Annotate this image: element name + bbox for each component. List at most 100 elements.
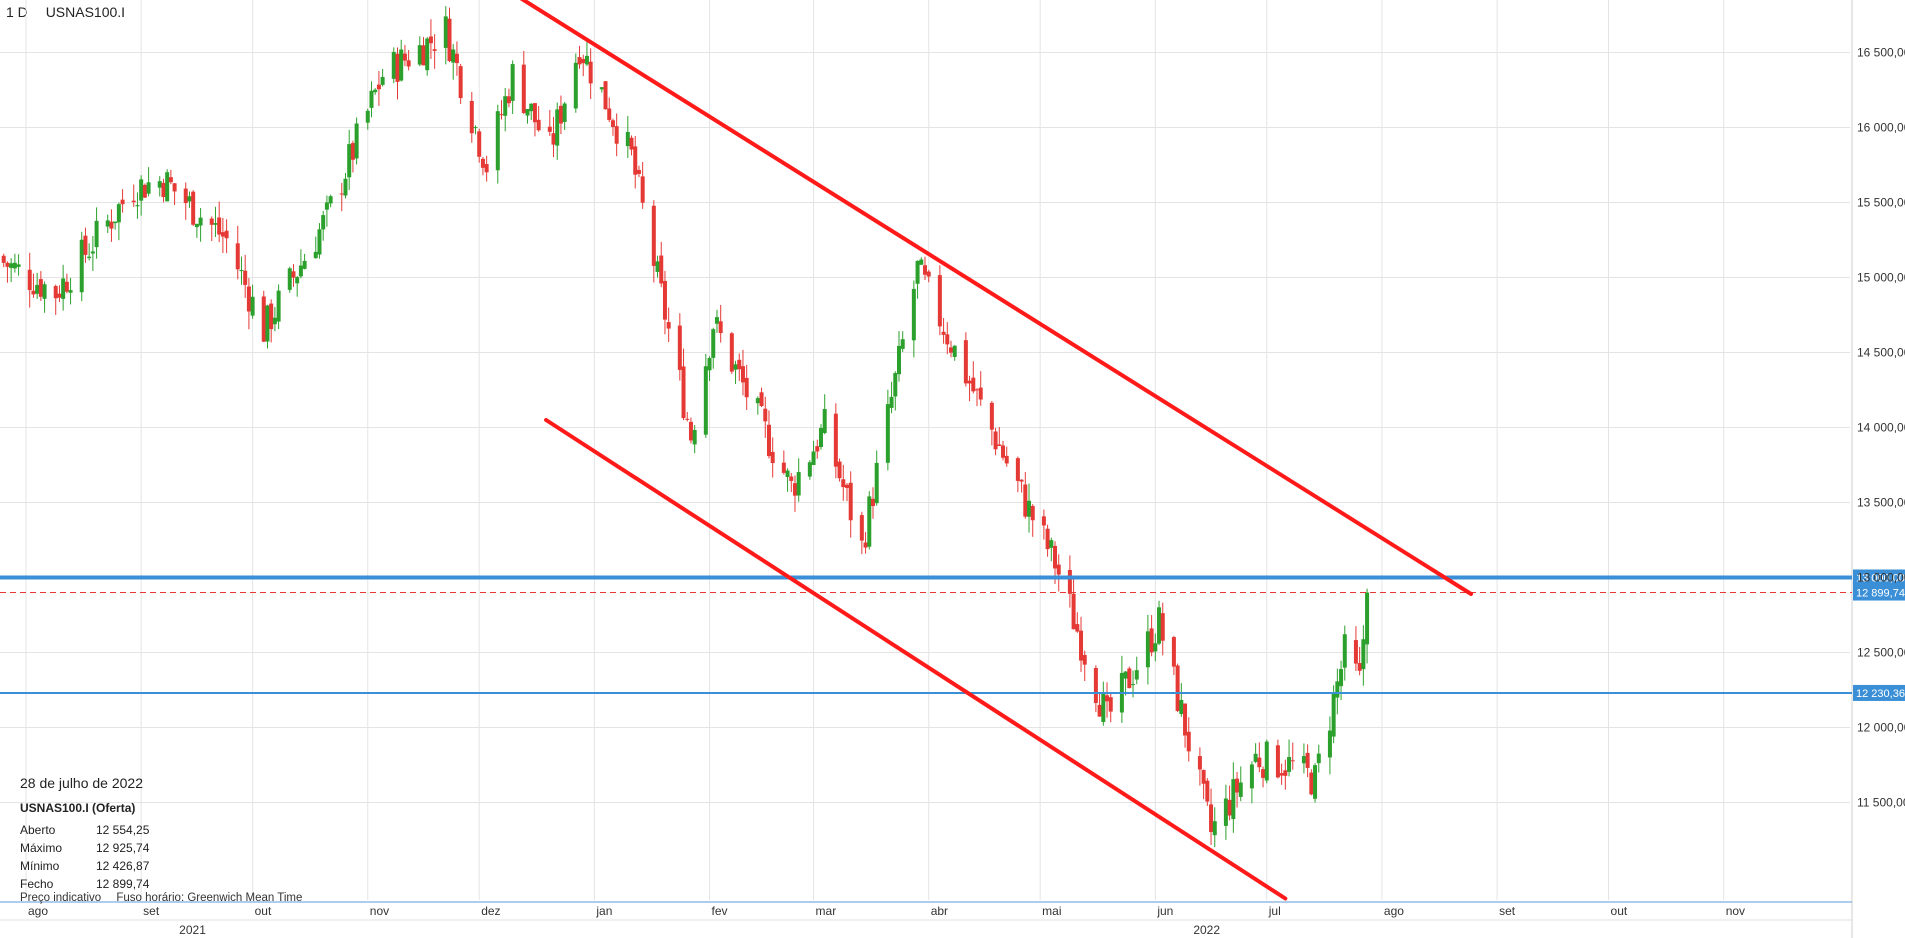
grid xyxy=(0,0,1850,900)
x-tick-label: out xyxy=(1611,904,1628,918)
candle-body xyxy=(685,418,690,420)
candle-body xyxy=(272,317,277,325)
candle-body xyxy=(1365,592,1370,645)
candle-body xyxy=(12,262,17,269)
x-year-label: 2022 xyxy=(1193,923,1220,937)
candle-body xyxy=(246,286,251,312)
candle-body xyxy=(194,223,199,228)
candle-body xyxy=(555,109,560,146)
candle-body xyxy=(1305,752,1310,768)
candle-body xyxy=(302,260,307,269)
candle-body xyxy=(923,265,927,275)
chart-header: 1 D USNAS100.I xyxy=(6,4,139,20)
y-tick-label: 14 000,00 xyxy=(1857,421,1905,435)
candle-body xyxy=(480,158,485,168)
candle-body xyxy=(1171,637,1176,667)
candle-body xyxy=(822,409,827,434)
y-tick-label: 16 000,00 xyxy=(1857,121,1905,135)
candle-body xyxy=(373,89,378,93)
candle-body xyxy=(443,16,448,48)
candle-body xyxy=(1290,760,1295,762)
candle-body xyxy=(577,57,582,65)
candle-body xyxy=(789,476,794,481)
candle-body xyxy=(1056,564,1061,575)
candle-body xyxy=(900,339,905,349)
candle-body xyxy=(365,110,370,123)
interval-label[interactable]: 1 D xyxy=(6,4,28,20)
candle-body xyxy=(677,325,682,370)
candle-body xyxy=(451,49,456,63)
candle-body xyxy=(83,235,88,255)
candle-body xyxy=(1309,772,1314,795)
candle-body xyxy=(27,269,32,291)
candle-body xyxy=(328,196,333,204)
candle-body xyxy=(1331,693,1336,737)
candle-body xyxy=(867,496,872,547)
candle-body xyxy=(432,49,437,51)
candle-body xyxy=(350,143,355,160)
candle-body xyxy=(662,280,667,320)
info-row-open: Aberto 12 554,25 xyxy=(20,821,149,839)
candle-body xyxy=(1071,593,1076,630)
candle-body xyxy=(1134,670,1139,680)
candle-body xyxy=(317,229,322,255)
candle-body xyxy=(989,402,994,430)
candle-body xyxy=(1149,628,1154,653)
candle-body xyxy=(818,428,823,447)
candle-body xyxy=(874,462,879,504)
candle-body xyxy=(926,271,931,277)
trendline xyxy=(544,418,1288,901)
candle-body xyxy=(971,377,976,392)
x-year-label: 2021 xyxy=(179,923,206,937)
candle-body xyxy=(1079,630,1084,661)
candle-body xyxy=(1249,764,1254,789)
candle-body xyxy=(120,199,125,205)
candle-body xyxy=(1361,639,1366,670)
candle-body xyxy=(113,221,118,224)
candle-body xyxy=(376,84,381,90)
candle-body xyxy=(584,55,589,65)
level-price-tag xyxy=(1853,569,1905,586)
candle-body xyxy=(313,251,318,259)
candle-body xyxy=(1212,821,1217,836)
candle-body xyxy=(711,329,716,358)
candle-body xyxy=(952,345,957,357)
x-tick-label: dez xyxy=(481,904,500,918)
candle-body xyxy=(324,202,329,210)
candle-body xyxy=(354,123,359,159)
candle-body xyxy=(614,126,619,144)
candle-body xyxy=(770,451,775,464)
candle-body xyxy=(1183,703,1188,736)
candle-body xyxy=(1097,704,1102,717)
candle-body xyxy=(1264,741,1269,781)
candle-body xyxy=(135,205,140,207)
y-tick-label: 12 500,00 xyxy=(1857,646,1905,660)
candle-body xyxy=(967,380,972,384)
candle-body xyxy=(139,179,144,201)
trendline xyxy=(519,0,1474,596)
candle-body xyxy=(1231,779,1236,820)
candle-body xyxy=(1357,663,1362,671)
candle-body xyxy=(295,277,300,284)
candle-body xyxy=(629,137,634,150)
info-value: 12 554,25 xyxy=(96,823,150,837)
info-label: Máximo xyxy=(20,841,63,855)
x-tick-label: mai xyxy=(1042,904,1061,918)
candle-body xyxy=(633,146,638,175)
candle-body xyxy=(841,479,846,488)
candle-body xyxy=(833,413,838,467)
candle-body xyxy=(815,446,820,452)
candle-body xyxy=(889,396,894,408)
candle-body xyxy=(64,281,69,292)
candle-body xyxy=(1053,545,1058,569)
candle-body xyxy=(161,182,166,198)
candle-body xyxy=(1019,479,1024,482)
y-tick-label: 14 500,00 xyxy=(1857,346,1905,360)
candle-body xyxy=(1313,765,1318,799)
candle-body xyxy=(380,76,385,85)
y-tick-label: 15 500,00 xyxy=(1857,196,1905,210)
info-value: 12 899,74 xyxy=(96,877,150,891)
candle-body xyxy=(692,429,697,445)
candle-body xyxy=(781,462,786,473)
